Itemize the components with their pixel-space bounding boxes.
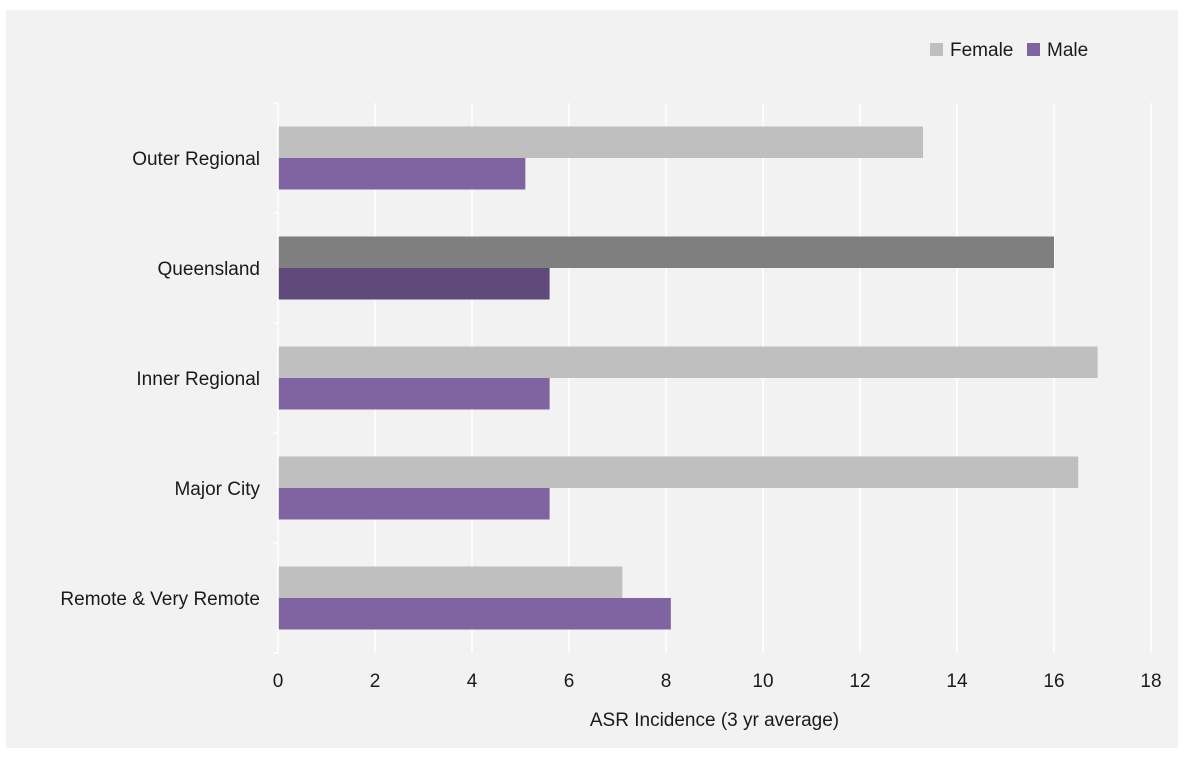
category-labels: Outer Regional Queensland Inner Regional Ma… xyxy=(60,149,260,610)
x-tick-label: 10 xyxy=(752,671,773,692)
bar-female-remote-very-remote xyxy=(278,566,623,598)
bars xyxy=(278,126,1098,630)
bar-male-remote-very-remote xyxy=(278,598,671,630)
bar-female-queensland xyxy=(278,236,1054,268)
bar-female-inner-regional xyxy=(278,346,1098,378)
x-tick-label: 6 xyxy=(564,671,575,692)
x-tick-label: 12 xyxy=(849,671,870,692)
x-tick-label: 16 xyxy=(1043,671,1064,692)
x-axis-title: ASR Incidence (3 yr average) xyxy=(590,710,839,731)
legend-label-male: Male xyxy=(1047,40,1088,61)
x-tick-label: 8 xyxy=(661,671,672,692)
legend-swatch-male xyxy=(1027,43,1040,56)
bar-female-major-city xyxy=(278,456,1079,488)
bar-female-outer-regional xyxy=(278,126,924,158)
bar-male-outer-regional xyxy=(278,158,526,190)
bar-male-inner-regional xyxy=(278,378,550,410)
legend-label-female: Female xyxy=(950,40,1013,61)
category-label: Queensland xyxy=(158,259,260,280)
chart-area: 0 2 4 6 8 10 12 14 16 18 Outer Regional Queensland… xyxy=(6,10,1178,748)
bar-male-major-city xyxy=(278,488,550,520)
category-label: Outer Regional xyxy=(132,149,260,170)
legend: Female Male xyxy=(930,40,1088,61)
category-label: Inner Regional xyxy=(136,369,260,390)
x-tick-label: 4 xyxy=(467,671,478,692)
bar-chart: 0 2 4 6 8 10 12 14 16 18 Outer Regional Queensland… xyxy=(60,40,1162,731)
bar-male-queensland xyxy=(278,268,550,300)
legend-swatch-female xyxy=(930,43,943,56)
x-tick-label: 14 xyxy=(946,671,968,692)
x-tick-labels: 0 2 4 6 8 10 12 14 16 18 xyxy=(273,671,1162,692)
category-label: Remote & Very Remote xyxy=(60,589,260,610)
axes xyxy=(273,102,279,654)
category-label: Major City xyxy=(174,479,260,500)
x-tick-label: 18 xyxy=(1140,671,1161,692)
x-tick-label: 2 xyxy=(370,671,381,692)
x-tick-label: 0 xyxy=(273,671,284,692)
